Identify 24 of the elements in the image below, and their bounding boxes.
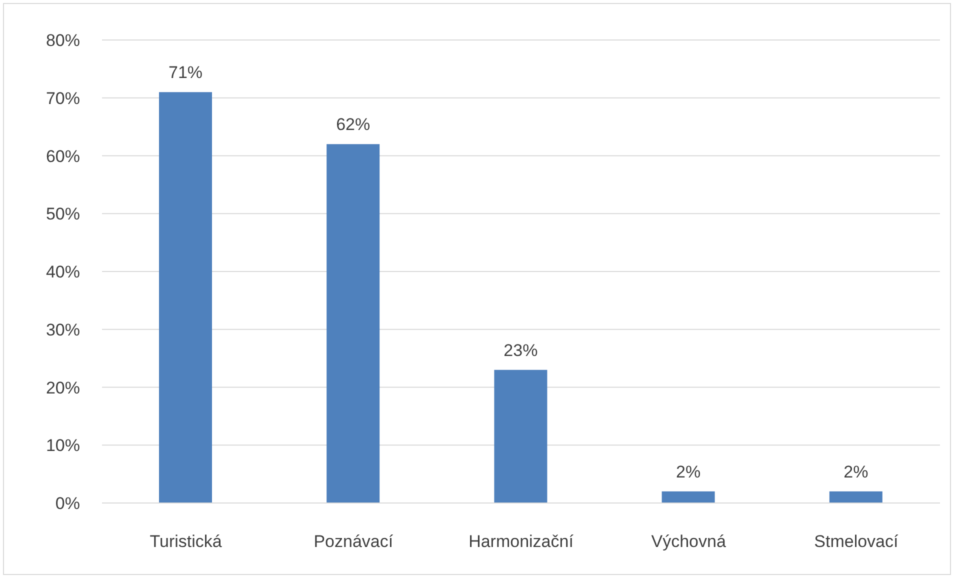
x-tick-label: Výchovná — [651, 532, 726, 552]
x-tick-label: Turistická — [150, 532, 222, 552]
y-tick-label: 70% — [46, 88, 80, 108]
bar — [829, 491, 882, 503]
y-tick-label: 0% — [55, 494, 80, 514]
y-tick-label: 60% — [46, 146, 80, 166]
data-label: 71% — [168, 63, 203, 82]
data-label: 23% — [504, 340, 538, 360]
x-tick-label: Poznávací — [314, 532, 394, 552]
y-tick-label: 30% — [46, 320, 80, 340]
y-tick-label: 40% — [46, 262, 80, 282]
y-tick-label: 10% — [46, 436, 80, 456]
y-tick-label: 20% — [46, 378, 80, 398]
data-label: 2% — [676, 462, 701, 482]
bar — [494, 370, 548, 503]
data-label: 62% — [336, 115, 370, 134]
bar — [159, 92, 212, 503]
data-label: 2% — [844, 462, 868, 482]
x-tick-label: Stmelovací — [814, 532, 899, 552]
bar — [326, 144, 380, 503]
y-tick-label: 50% — [46, 204, 80, 224]
bar — [662, 491, 715, 503]
x-tick-label: Harmonizační — [468, 532, 574, 552]
y-tick-label: 80% — [46, 31, 80, 50]
